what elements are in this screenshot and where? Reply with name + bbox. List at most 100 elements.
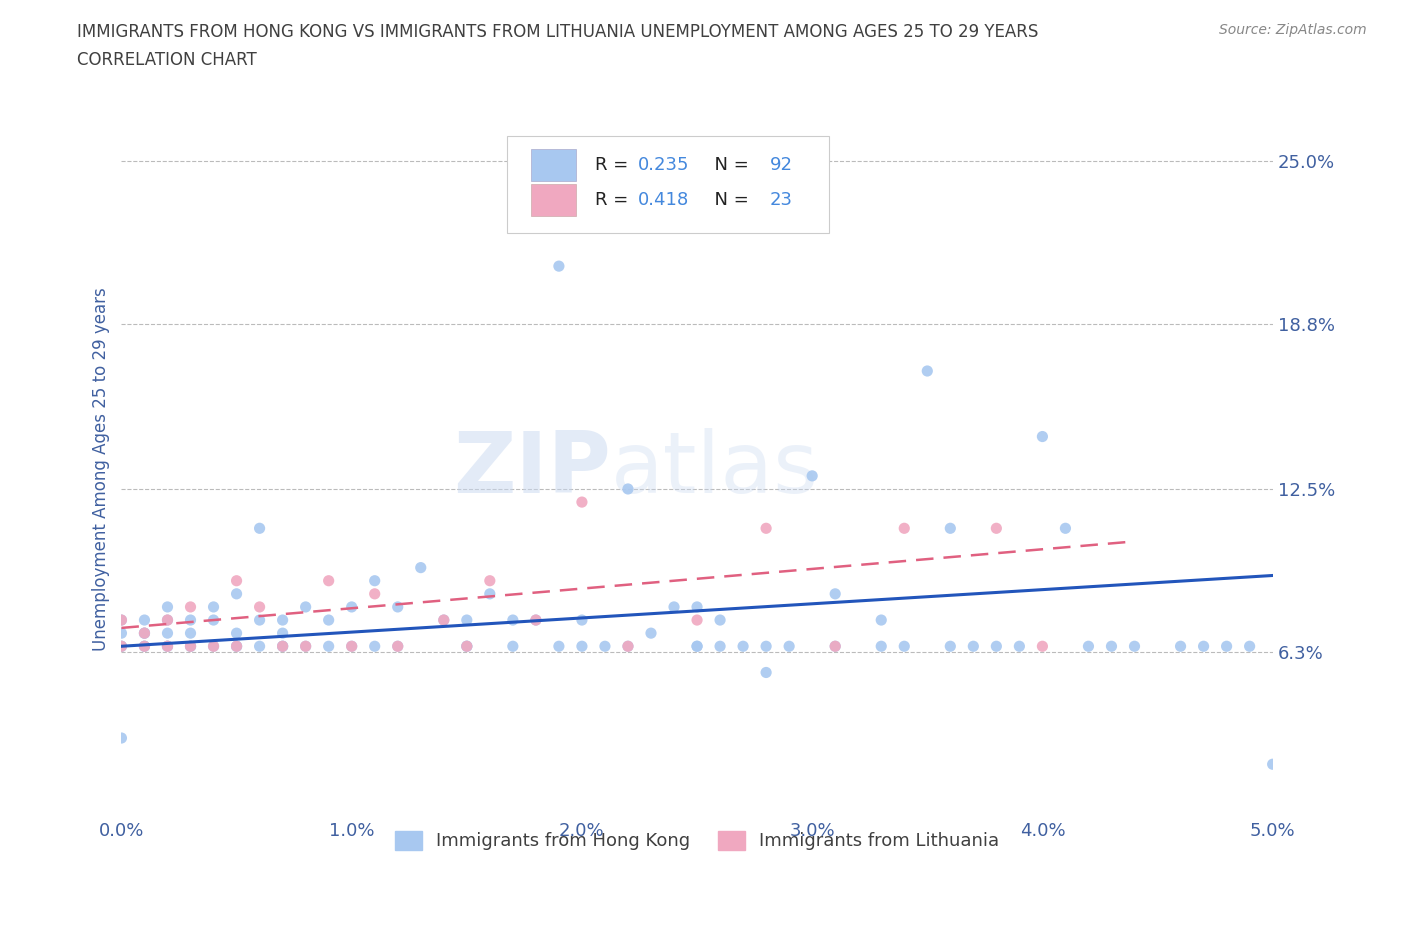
Point (340, 639, 363, 654)
Point (1101, 639, 1123, 654)
Text: atlas: atlas (610, 428, 818, 511)
Point (755, 665, 778, 680)
Point (364, 639, 387, 654)
Point (180, 600, 202, 615)
Point (662, 600, 685, 615)
Point (962, 639, 984, 654)
Point (870, 613, 893, 628)
Point (271, 626, 294, 641)
Point (571, 495, 593, 510)
Point (156, 613, 179, 628)
Point (202, 613, 225, 628)
Point (1261, 757, 1284, 772)
Point (433, 613, 456, 628)
Point (110, 639, 132, 654)
Point (318, 573, 340, 588)
Point (134, 639, 156, 654)
Point (364, 573, 387, 588)
Point (870, 639, 893, 654)
Point (502, 639, 524, 654)
Point (294, 639, 316, 654)
FancyBboxPatch shape (508, 136, 830, 233)
Text: R =: R = (595, 191, 634, 208)
Point (110, 639, 132, 654)
Point (548, 639, 571, 654)
Point (156, 613, 179, 628)
Point (110, 731, 132, 746)
Point (1192, 639, 1215, 654)
Point (1239, 639, 1261, 654)
Point (202, 600, 225, 615)
Point (134, 626, 156, 641)
Point (134, 626, 156, 641)
Point (986, 521, 1008, 536)
Point (917, 364, 939, 379)
Point (156, 639, 179, 654)
Point (617, 482, 640, 497)
Point (249, 600, 271, 615)
Point (456, 639, 478, 654)
Text: N =: N = (703, 191, 754, 208)
Point (548, 259, 571, 273)
FancyBboxPatch shape (531, 149, 576, 181)
Point (180, 639, 202, 654)
Point (134, 639, 156, 654)
Point (1077, 639, 1099, 654)
Point (156, 639, 179, 654)
Point (249, 639, 271, 654)
Point (709, 639, 731, 654)
Point (225, 573, 247, 588)
Point (110, 613, 132, 628)
FancyBboxPatch shape (531, 184, 576, 216)
Point (502, 613, 524, 628)
Point (1008, 639, 1031, 654)
Point (1031, 639, 1053, 654)
Point (640, 626, 662, 641)
Point (709, 613, 731, 628)
Point (364, 587, 387, 602)
Point (271, 639, 294, 654)
Point (387, 600, 409, 615)
Point (755, 639, 778, 654)
Text: ZIP: ZIP (453, 428, 610, 511)
Point (893, 521, 915, 536)
Point (387, 639, 409, 654)
Point (686, 600, 709, 615)
Point (180, 639, 202, 654)
Point (686, 639, 709, 654)
Point (686, 639, 709, 654)
Point (478, 573, 501, 588)
Point (686, 613, 709, 628)
Point (893, 639, 915, 654)
Text: IMMIGRANTS FROM HONG KONG VS IMMIGRANTS FROM LITHUANIA UNEMPLOYMENT AMONG AGES 2: IMMIGRANTS FROM HONG KONG VS IMMIGRANTS … (77, 23, 1039, 41)
Point (225, 587, 247, 602)
Point (180, 626, 202, 641)
Point (110, 613, 132, 628)
Point (202, 639, 225, 654)
Point (617, 639, 640, 654)
Text: 0.418: 0.418 (638, 191, 689, 208)
Text: 0.235: 0.235 (638, 156, 690, 174)
Text: 23: 23 (769, 191, 793, 208)
Point (110, 639, 132, 654)
Point (156, 639, 179, 654)
Point (409, 560, 432, 575)
Point (524, 613, 547, 628)
Point (180, 639, 202, 654)
Point (801, 469, 824, 484)
Text: N =: N = (703, 156, 754, 174)
Point (271, 639, 294, 654)
Point (110, 626, 132, 641)
Point (755, 521, 778, 536)
Point (340, 639, 363, 654)
Point (1215, 639, 1237, 654)
Point (134, 639, 156, 654)
Point (225, 626, 247, 641)
Point (294, 600, 316, 615)
Point (456, 639, 478, 654)
Text: CORRELATION CHART: CORRELATION CHART (77, 51, 257, 69)
Point (986, 639, 1008, 654)
Point (340, 600, 363, 615)
Point (778, 639, 800, 654)
Point (294, 639, 316, 654)
